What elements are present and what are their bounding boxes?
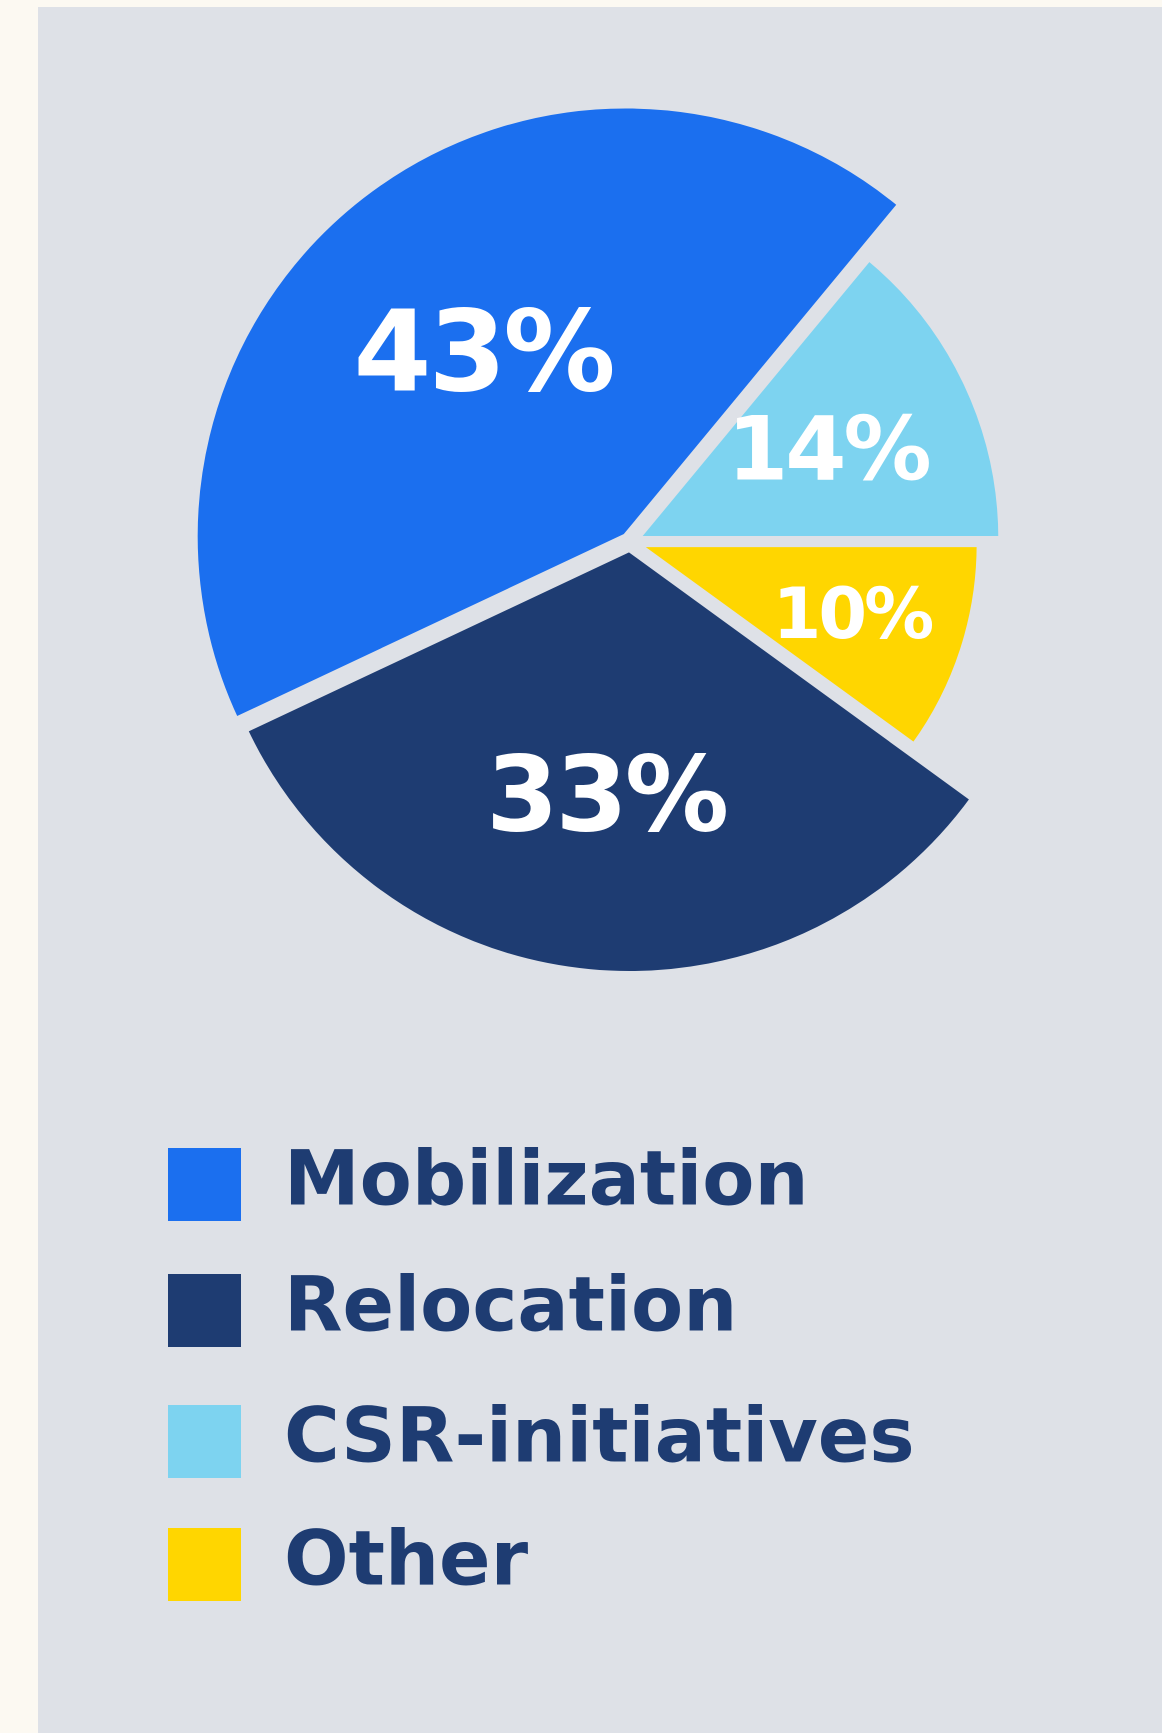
- legend-swatch: [168, 1148, 241, 1221]
- slice-label: 14%: [727, 397, 929, 500]
- legend-label: Mobilization: [284, 1134, 809, 1223]
- slice-label: 33%: [486, 733, 726, 855]
- legend-swatch: [168, 1528, 241, 1601]
- legend-swatch: [168, 1274, 241, 1347]
- slice-label: 10%: [773, 573, 932, 655]
- pie-slice: [191, 102, 905, 724]
- legend-swatch: [168, 1405, 241, 1478]
- slice-label: 43%: [354, 288, 613, 418]
- legend-label: Other: [284, 1514, 529, 1603]
- pie-slice: [627, 541, 983, 750]
- pie-slice: [629, 253, 1005, 543]
- legend-label: CSR-initiatives: [284, 1391, 915, 1480]
- legend-label: Relocation: [284, 1260, 737, 1349]
- pie-slice: [240, 545, 978, 977]
